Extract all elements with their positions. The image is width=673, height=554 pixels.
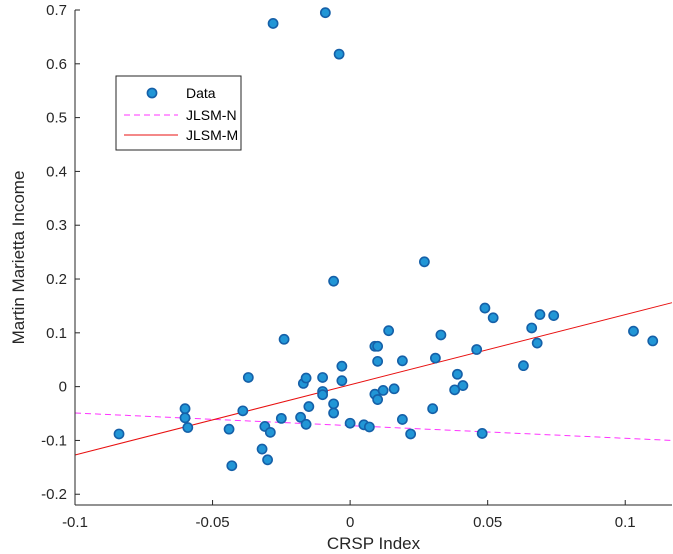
data-point <box>628 325 639 337</box>
data-point <box>396 414 408 425</box>
data-point <box>336 360 348 372</box>
data-point <box>383 325 395 337</box>
data-point <box>363 421 375 433</box>
x-tick-label: -0.1 <box>62 514 88 531</box>
data-point <box>223 423 235 435</box>
x-axis-label: CRSP Index <box>327 534 421 553</box>
plot-lines <box>74 302 673 456</box>
data-point <box>267 18 279 29</box>
y-tick-label: 0 <box>59 379 67 396</box>
data-point <box>300 418 312 430</box>
data-point <box>449 384 461 396</box>
data-point <box>319 7 331 19</box>
data-point <box>336 375 348 387</box>
data-point <box>548 310 560 322</box>
data-point <box>377 384 389 396</box>
data-point <box>372 340 384 352</box>
data-point <box>256 443 268 455</box>
data-point <box>237 405 249 417</box>
x-tick-label: -0.05 <box>195 514 229 531</box>
data-point <box>295 411 306 423</box>
data-point <box>242 372 254 383</box>
legend-label-data: Data <box>186 85 216 101</box>
y-tick-label: 0.7 <box>46 2 67 19</box>
data-point <box>534 309 546 320</box>
y-tick-label: 0.1 <box>46 325 67 342</box>
y-tick-label: 0.6 <box>46 56 67 73</box>
data-point <box>262 454 273 466</box>
data-point <box>427 403 439 415</box>
data-point <box>396 355 408 367</box>
data-point <box>388 383 400 395</box>
data-point <box>430 352 441 364</box>
legend: Data JLSM-N JLSM-M <box>115 75 242 151</box>
legend-label-jlsm-n: JLSM-N <box>186 107 237 123</box>
y-tick-label: -0.2 <box>41 486 67 503</box>
data-point <box>278 333 290 345</box>
data-point <box>487 312 499 324</box>
y-tick-label: -0.1 <box>41 432 67 449</box>
x-tick-label: 0.1 <box>615 514 636 531</box>
data-point <box>418 256 430 268</box>
data-point <box>182 422 194 433</box>
data-point <box>435 329 447 341</box>
data-point <box>300 372 312 384</box>
data-point <box>317 372 329 383</box>
data-point <box>328 407 340 419</box>
data-point <box>333 48 345 60</box>
ticks: -0.1 -0.05 0 0.05 0.1 -0.2 -0.1 0 0.1 0.2 0.3 0.4 0.… <box>41 2 636 531</box>
y-tick-label: 0.4 <box>46 163 67 180</box>
data-point <box>518 360 529 372</box>
data-point <box>531 337 543 349</box>
x-tick-label: 0.05 <box>473 514 502 531</box>
x-tick-label: 0 <box>346 514 354 531</box>
data-point <box>471 344 483 355</box>
data-point <box>179 412 191 424</box>
data-point <box>372 394 384 405</box>
legend-label-jlsm-m: JLSM-M <box>186 127 238 143</box>
data-point <box>226 460 238 472</box>
data-point <box>328 275 340 287</box>
y-tick-label: 0.3 <box>46 217 67 234</box>
data-point <box>372 355 384 367</box>
axes <box>74 10 672 506</box>
legend-marker-data <box>146 87 158 99</box>
data-point <box>317 389 329 401</box>
y-tick-label: 0.2 <box>46 271 67 288</box>
data-point <box>452 368 463 380</box>
data-point <box>275 412 287 424</box>
plot-points <box>113 7 659 472</box>
data-point <box>457 380 469 391</box>
data-point <box>303 401 315 412</box>
data-point <box>647 335 659 347</box>
data-point <box>526 322 538 334</box>
data-point <box>179 403 191 415</box>
y-tick-label: 0.5 <box>46 110 67 127</box>
y-axis-label: Martin Marietta Income <box>9 171 28 345</box>
data-point <box>476 428 488 439</box>
series-line-jlsm-m <box>74 302 673 456</box>
data-point <box>113 428 125 440</box>
data-point <box>344 417 356 429</box>
data-point <box>405 428 417 440</box>
data-point <box>479 302 491 314</box>
legend-box <box>115 75 242 151</box>
data-point <box>328 398 340 410</box>
data-point <box>264 426 276 438</box>
